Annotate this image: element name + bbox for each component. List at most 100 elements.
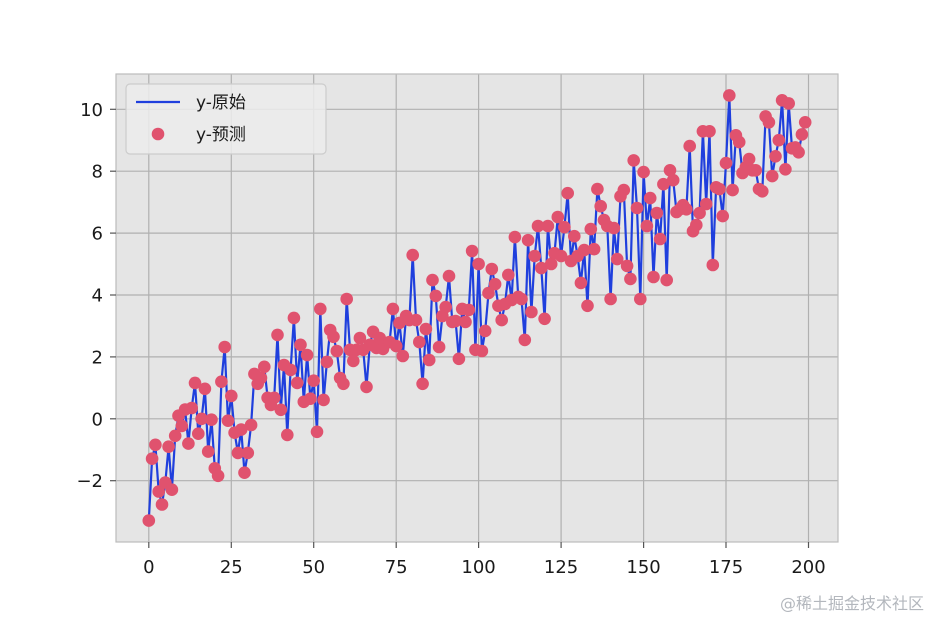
x-tick-label: 50 [302,557,325,578]
series-point-y-prediction [640,219,654,233]
series-point-y-prediction [281,428,294,442]
series-point-y-prediction [241,446,255,460]
series-point-y-prediction [765,169,779,183]
series-point-y-prediction [330,344,344,358]
series-point-y-prediction [482,286,495,300]
series-point-y-prediction [185,401,198,415]
x-tick-label: 150 [626,557,660,578]
series-point-y-prediction [389,339,403,353]
series-point-y-prediction [551,210,565,224]
series-point-y-prediction [182,437,195,450]
series-point-y-prediction [699,197,713,211]
series-point-y-prediction [620,259,634,273]
series-point-y-prediction [307,374,321,388]
series-point-y-prediction [558,220,571,234]
series-point-y-prediction [680,203,693,216]
series-point-y-prediction [742,152,756,166]
series-point-y-prediction [432,340,446,354]
series-point-y-prediction [726,183,739,197]
plot-series [142,89,812,527]
series-point-y-prediction [218,340,231,354]
series-point-y-prediction [165,483,179,497]
series-point-y-prediction [145,452,159,466]
series-point-y-prediction [386,302,400,316]
series-point-y-prediction [459,315,472,329]
legend-marker-swatch [151,127,165,141]
series-point-y-prediction [416,377,429,391]
series-point-y-prediction [607,221,621,235]
series-point-y-prediction [449,314,462,328]
tick-marks [110,108,810,548]
series-point-y-prediction [723,89,736,102]
series-point-y-prediction [525,305,538,319]
series-point-y-prediction [591,182,604,196]
series-point-y-prediction [531,219,545,233]
tick-labels: 0 25 50 75 100 125 150 175 200 −2 0 2 4 6 8 10 [76,100,825,578]
series-point-y-prediction [188,376,202,390]
series-point-y-prediction [762,116,776,129]
series-point-y-prediction [716,209,729,223]
series-point-y-prediction [666,173,680,187]
series-point-y-prediction [508,230,522,244]
series-point-y-prediction [502,268,515,282]
series-point-y-prediction [155,498,169,511]
legend-label-original: y-原始 [196,93,246,113]
series-point-y-prediction [439,300,453,314]
series-point-y-prediction [300,348,314,362]
series-point-y-prediction [719,156,733,170]
series-point-y-prediction [538,312,551,326]
series-point-y-prediction [409,313,423,327]
series-point-y-prediction [779,163,792,176]
series-point-y-prediction [429,289,443,303]
x-tick-label: 0 [143,557,154,578]
series-point-y-prediction [234,423,248,436]
x-tick-label: 75 [385,557,408,578]
series-point-y-prediction [353,331,367,345]
series-point-y-prediction [706,258,720,272]
series-point-y-prediction [258,360,271,374]
series-point-y-prediction [406,248,420,262]
series-point-y-prediction [310,425,324,439]
legend: y-原始 y-预测 [125,83,327,155]
y-tick-label: 8 [92,162,103,183]
x-tick-label: 25 [220,557,243,578]
series-point-y-prediction [340,292,354,306]
series-point-y-prediction [287,311,301,325]
y-tick-label: 10 [80,100,103,121]
series-point-y-prediction [168,429,182,443]
series-point-y-prediction [792,146,805,159]
series-point-y-prediction [541,219,555,233]
series-point-y-prediction [495,313,509,327]
series-point-y-prediction [465,244,479,258]
series-point-y-prediction [231,446,245,460]
series-point-y-prediction [304,392,317,406]
series-point-y-prediction [643,191,657,205]
series-point-y-prediction [198,382,212,396]
series-point-y-prediction [647,270,660,284]
series-point-y-prediction [798,116,812,129]
x-tick-label: 200 [791,557,825,578]
series-point-y-prediction [485,262,499,276]
series-point-y-prediction [422,353,436,367]
series-point-y-prediction [703,125,716,138]
series-point-y-prediction [254,371,268,385]
plot-frame [115,73,839,543]
series-point-y-prediction [528,249,541,263]
series-point-y-prediction [472,257,485,271]
series-point-y-prediction [475,344,489,358]
series-point-y-prediction [337,377,350,391]
series-point-y-prediction [192,427,205,441]
series-point-y-prediction [271,328,284,342]
series-point-y-prediction [581,299,594,313]
series-point-y-prediction [347,354,360,368]
series-point-y-prediction [284,363,297,377]
series-point-y-prediction [267,391,281,405]
x-tick-label: 125 [544,557,578,578]
series-point-y-prediction [587,242,601,256]
series-point-y-prediction [413,335,426,349]
series-point-y-prediction [634,292,647,306]
series-point-y-prediction [617,183,631,197]
series-point-y-prediction [574,276,588,290]
series-point-y-prediction [594,199,607,213]
